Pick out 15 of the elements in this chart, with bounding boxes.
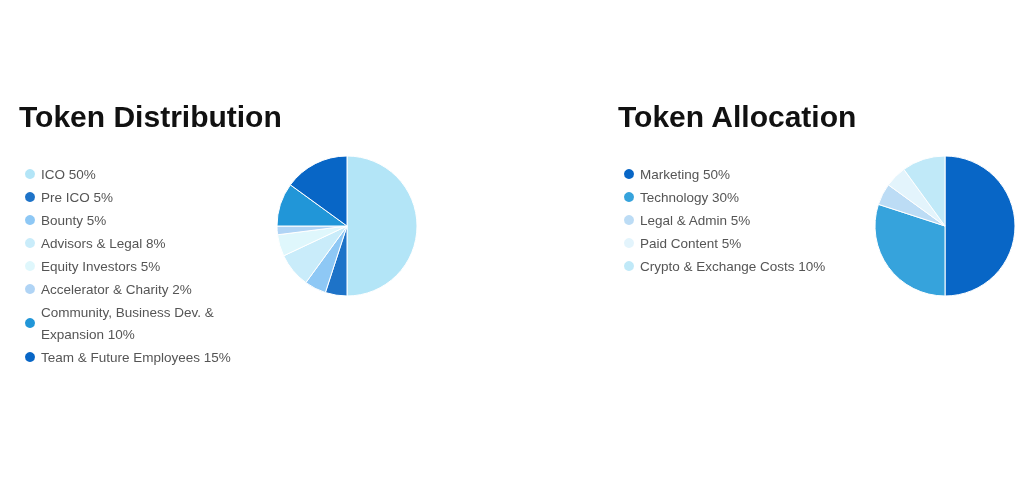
legend-label: Pre ICO 5% bbox=[41, 189, 114, 205]
legend-label: Paid Content 5% bbox=[640, 235, 742, 251]
chart-title: Token Distribution bbox=[19, 99, 282, 133]
legend-label: Accelerator & Charity 2% bbox=[41, 281, 192, 297]
legend-label: ICO 50% bbox=[41, 166, 96, 182]
legend-label: Advisors & Legal 8% bbox=[41, 235, 166, 251]
legend-label: Equity Investors 5% bbox=[41, 258, 161, 274]
legend-label: Community, Business Dev. & Expansion 10% bbox=[41, 304, 218, 342]
legend-label: Technology 30% bbox=[640, 189, 740, 205]
legend-label: Bounty 5% bbox=[41, 212, 107, 228]
legend-label: Marketing 50% bbox=[640, 166, 731, 182]
legend-label: Legal & Admin 5% bbox=[640, 212, 751, 228]
legend-label: Crypto & Exchange Costs 10% bbox=[640, 258, 826, 274]
chart-title: Token Allocation bbox=[618, 99, 857, 133]
legend-label: Team & Future Employees 15% bbox=[41, 349, 231, 365]
